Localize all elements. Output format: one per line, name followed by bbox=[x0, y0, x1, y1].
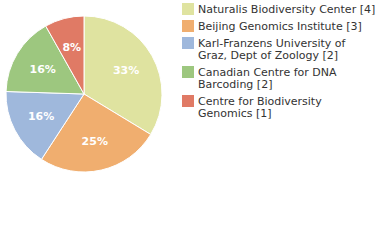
legend-swatch bbox=[182, 3, 194, 15]
legend-swatch bbox=[182, 66, 194, 78]
pie bbox=[6, 16, 162, 172]
pie-slice bbox=[46, 16, 84, 94]
data-label: 8% bbox=[62, 41, 81, 54]
legend-label: Naturalis Biodiversity Center [4] bbox=[198, 3, 375, 16]
legend-label: Karl-Franzens University ofGraz, Dept of… bbox=[198, 37, 347, 62]
legend-label: Centre for BiodiversityGenomics [1] bbox=[198, 95, 322, 120]
data-label: 16% bbox=[28, 110, 54, 123]
data-labels: 33% 25% 16% 16% 8% bbox=[28, 41, 139, 148]
data-label: 16% bbox=[29, 63, 55, 76]
legend-swatch bbox=[182, 95, 194, 107]
legend-swatch bbox=[182, 37, 194, 49]
pie-slice bbox=[6, 92, 84, 160]
chart: 33% 25% 16% 16% 8% Naturalis Biodiversity Cen… bbox=[0, 0, 380, 240]
data-label: 25% bbox=[82, 135, 108, 148]
legend: Naturalis Biodiversity Center [4] Beijing… bbox=[182, 3, 375, 120]
legend-label: Beijing Genomics Institute [3] bbox=[198, 20, 362, 33]
legend-swatch bbox=[182, 20, 194, 32]
data-label: 33% bbox=[113, 64, 139, 77]
legend-label: Canadian Centre for DNABarcoding [2] bbox=[198, 66, 337, 91]
